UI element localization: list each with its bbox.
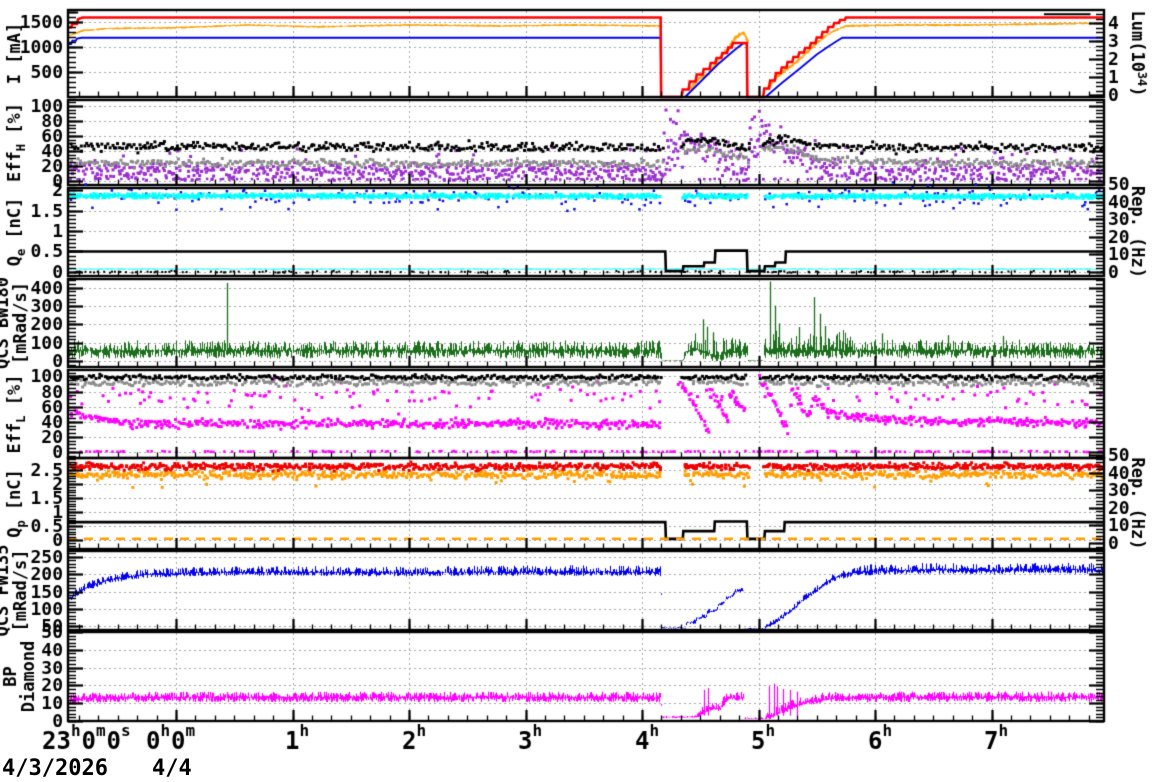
x-axis-date-next: 4/4 (152, 756, 192, 781)
x-axis-date-start: 4/3/2026 (2, 756, 108, 781)
